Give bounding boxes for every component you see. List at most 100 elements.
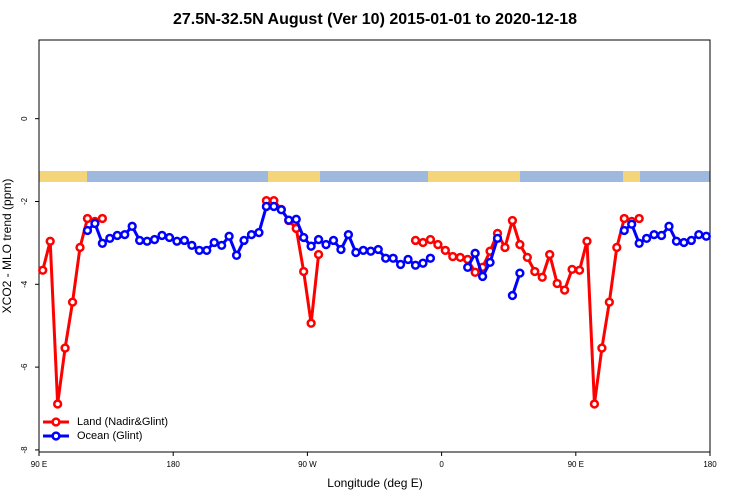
legend-item: Ocean (Glint): [43, 430, 142, 442]
data-point: [515, 268, 525, 278]
data-point: [433, 239, 443, 250]
data-point: [284, 215, 294, 225]
data-point: [306, 241, 316, 251]
data-point: [60, 343, 70, 353]
plot-frame: [38, 39, 711, 453]
land-strip: [268, 171, 320, 182]
data-point: [694, 229, 704, 240]
data-point: [246, 229, 257, 240]
data-point: [351, 247, 361, 258]
legend-marker: [51, 431, 61, 441]
data-point: [306, 318, 316, 328]
data-point: [470, 248, 480, 258]
data-point: [567, 264, 577, 275]
data-point: [522, 252, 532, 263]
data-point: [545, 249, 555, 260]
x-tick-label: 90 E: [568, 460, 584, 469]
data-point: [142, 236, 152, 246]
data-point: [313, 234, 324, 245]
data-point: [112, 230, 122, 241]
data-point: [239, 235, 249, 246]
data-point: [269, 201, 279, 212]
data-point: [597, 343, 607, 353]
data-point: [425, 253, 436, 263]
y-axis-label: XCO2 - MLO trend (ppm): [0, 179, 14, 314]
series: [82, 201, 711, 301]
data-point: [500, 242, 510, 253]
x-axis-label: Longitude (deg E): [327, 476, 422, 490]
x-tick-label: 0: [439, 460, 444, 469]
data-point: [537, 272, 547, 282]
data-point: [582, 236, 592, 246]
data-point: [679, 237, 689, 248]
data-point: [388, 253, 398, 263]
data-point: [149, 234, 160, 245]
data-point: [410, 260, 421, 270]
data-point: [224, 231, 234, 241]
data-point: [336, 244, 346, 255]
data-point: [67, 297, 78, 307]
data-point: [187, 240, 197, 251]
y-tick-label: -2: [20, 197, 29, 205]
legend-item: Land (Nadir&Glint): [43, 416, 168, 428]
data-point: [641, 233, 652, 243]
data-point: [82, 225, 93, 236]
data-point: [82, 213, 93, 224]
ocean-strip: [320, 171, 428, 182]
data-point: [619, 213, 629, 224]
data-point: [299, 266, 309, 277]
ocean-strip: [640, 171, 710, 182]
data-point: [448, 251, 458, 262]
data-point: [328, 235, 339, 246]
data-point: [612, 242, 622, 253]
series: [38, 196, 644, 409]
legend-label: Ocean (Glint): [77, 430, 142, 442]
data-point: [97, 213, 108, 224]
land-strip: [428, 171, 520, 182]
data-point: [276, 205, 286, 215]
data-point: [157, 230, 167, 241]
data-point: [455, 252, 465, 263]
data-point: [515, 239, 525, 250]
data-point: [135, 235, 145, 246]
y-tick-label: -8: [20, 446, 29, 454]
legend-marker: [51, 417, 61, 427]
data-point: [209, 237, 219, 248]
data-point: [485, 257, 495, 268]
data-point: [120, 229, 130, 240]
land-mask-strip: [39, 171, 710, 182]
data-point: [470, 267, 480, 277]
data-point: [559, 285, 570, 295]
data-point: [634, 213, 644, 224]
data-point: [313, 249, 324, 260]
x-tick-label: 180: [167, 460, 181, 469]
data-point: [425, 234, 436, 245]
data-point: [373, 244, 383, 255]
data-point: [97, 238, 108, 248]
data-point: [366, 246, 376, 256]
data-point: [172, 236, 182, 246]
data-point: [358, 245, 368, 255]
data-point: [634, 238, 644, 248]
legend-label: Land (Nadir&Glint): [77, 416, 168, 428]
data-point: [619, 225, 629, 236]
data-point: [381, 253, 391, 263]
data-point: [477, 271, 488, 282]
data-point: [217, 240, 227, 251]
data-point: [75, 242, 85, 253]
data-point: [589, 399, 600, 409]
data-point: [507, 290, 518, 301]
data-point: [686, 235, 697, 246]
data-point: [179, 235, 190, 246]
data-point: [90, 218, 100, 229]
data-point: [403, 254, 413, 265]
chart-title: 27.5N-32.5N August (Ver 10) 2015-01-01 t…: [173, 11, 577, 28]
data-point: [299, 232, 309, 243]
land-strip: [39, 171, 87, 182]
data-point: [664, 221, 674, 231]
x-tick-label: 180: [703, 460, 717, 469]
data-point: [231, 250, 242, 260]
data-point: [254, 227, 264, 238]
data-point: [291, 214, 301, 224]
